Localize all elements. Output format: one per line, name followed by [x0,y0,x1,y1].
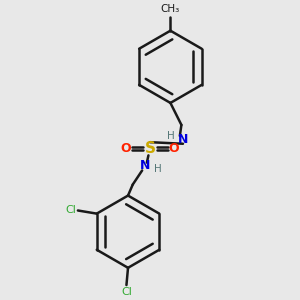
Text: Cl: Cl [121,286,132,297]
Text: N: N [140,159,151,172]
Text: H: H [167,131,174,141]
Text: S: S [145,141,155,156]
Text: H: H [154,164,162,174]
Text: O: O [121,142,131,155]
Text: N: N [178,133,188,146]
Text: O: O [169,142,179,155]
Text: CH₃: CH₃ [161,4,180,14]
Text: Cl: Cl [65,206,76,215]
